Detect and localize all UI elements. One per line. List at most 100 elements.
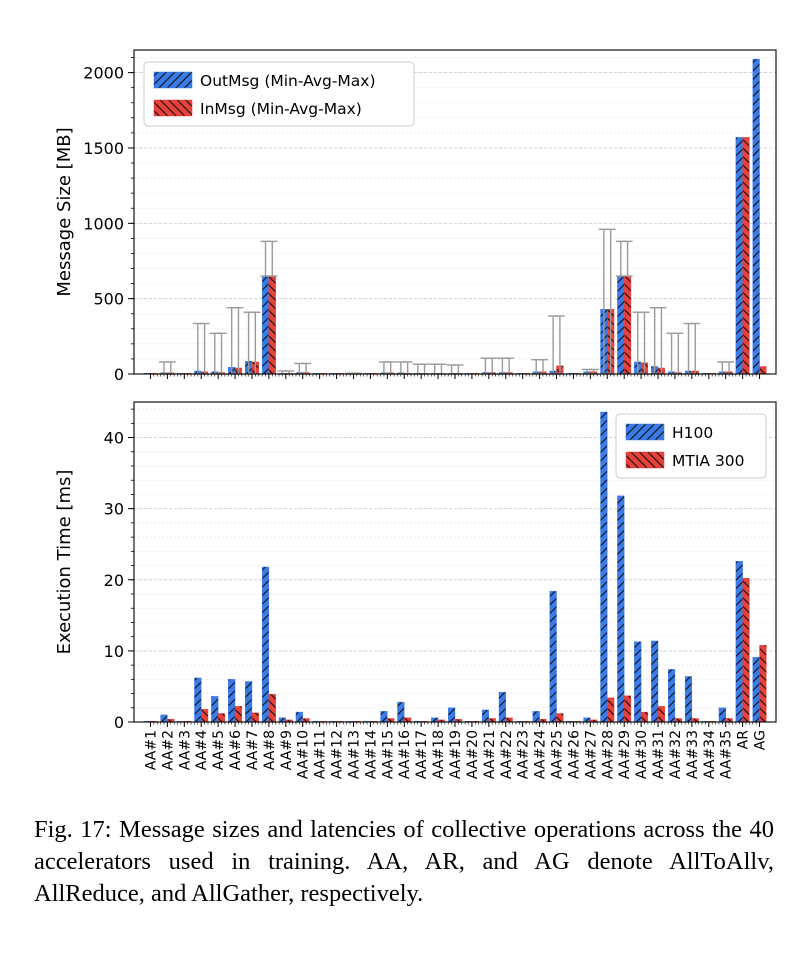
x-tick-label: AA#14 [363,730,379,779]
time-bar-b-AR [742,578,750,723]
legend-label: InMsg (Min-Avg-Max) [200,100,362,118]
message-size-chart: 0 500 1000 1500 2000 Message Size [MB] OutMsg … [54,49,777,384]
time-bar-a-AA#25 [549,590,557,723]
execution-time-chart: 0 10 20 30 40 Execution Time [ms] H100 MTIA 300 [54,401,777,732]
size-bar-a-AR [735,137,743,375]
y-tick-label: 30 [104,500,124,519]
size-bar-b-AA#29 [623,275,632,375]
time-bar-a-AA#15 [380,711,388,723]
time-bar-a-AA#24 [532,711,540,723]
x-tick-label: AA#3 [177,730,193,770]
y-tick-label: 0 [114,365,124,384]
time-bar-a-AA#7 [245,681,253,723]
y-tick-label: 40 [104,429,124,448]
caption-text: Message sizes and latencies of collectiv… [34,816,774,907]
x-tick-label: AA#30 [634,730,650,779]
x-tick-label: AG [753,730,769,750]
time-bar-a-AA#32 [667,669,676,723]
legend-swatch [625,451,665,469]
y-axis-label: Message Size [MB] [54,127,75,296]
time-bar-a-AA#30 [634,641,642,723]
time-bar-b-AA#5 [217,713,226,723]
caption-label: Fig. 17: [34,816,112,843]
time-bar-a-AA#4 [194,677,202,723]
time-bar-a-AA#35 [718,707,726,723]
time-bar-a-AG [752,657,760,723]
x-tick-label: AA#26 [566,730,582,779]
time-bar-a-AR [735,561,743,723]
time-bar-a-AA#33 [684,676,693,723]
legend-swatch [625,423,665,441]
time-bar-a-AA#21 [481,709,490,723]
x-tick-label: AA#25 [550,730,566,779]
plot-frame [133,49,777,375]
time-bar-a-AA#6 [228,679,236,723]
x-tick-label: AA#29 [617,730,633,779]
x-tick-label: AA#4 [194,730,210,770]
time-bar-a-AA#19 [448,707,456,723]
legend-swatch [153,71,193,89]
x-tick-label: AA#1 [143,730,159,770]
x-tick-label: AA#18 [431,730,447,779]
y-tick-label: 0 [114,713,124,732]
x-tick-label: AA#33 [685,730,701,779]
x-tick-label: AA#32 [668,730,684,779]
y-tick-label: 2000 [83,64,124,83]
x-tick-label: AA#13 [346,730,362,779]
x-tick-label: AA#20 [465,730,481,779]
x-tick-label: AA#15 [380,730,396,779]
time-bar-a-AA#31 [651,640,659,723]
y-tick-label: 20 [104,571,124,590]
x-tick-label: AA#21 [482,730,498,779]
size-bar-a-AA#29 [617,275,625,375]
x-tick-label: AA#22 [499,730,515,779]
time-bar-b-AG [759,645,767,723]
x-tick-label: AA#12 [330,730,346,779]
time-bar-a-AA#8 [261,566,270,723]
x-tick-label: AA#23 [516,730,532,779]
figure: 0 500 1000 1500 2000 Message Size [MB] OutMsg … [54,49,777,779]
size-bar-a-AG [752,58,760,375]
x-tick-label: AA#10 [296,730,312,779]
x-tick-label: AA#24 [533,730,549,779]
y-tick-label: 10 [104,642,124,661]
x-tick-label: AA#2 [160,730,176,770]
y-tick-label: 1500 [83,139,124,158]
time-bar-a-AA#16 [397,701,405,723]
time-bar-b-AA#8 [268,694,276,723]
x-tick-label: AA#34 [702,730,718,779]
size-bar-b-AR [742,137,750,375]
y-tick-label: 500 [93,290,124,309]
figure-caption: Fig. 17: Message sizes and latencies of … [34,814,774,910]
x-tick-label: AA#27 [583,730,599,779]
plot-frame [133,401,777,723]
x-tick-label: AA#5 [211,730,227,770]
y-tick-label: 1000 [83,214,124,233]
time-bar-a-AA#29 [617,495,625,723]
legend-box [143,61,415,127]
time-bar-b-AA#16 [404,717,412,723]
x-tick-label: AA#19 [448,730,464,779]
time-bar-b-AA#7 [251,712,259,723]
time-bar-a-AA#5 [211,696,219,723]
x-tick-label: AA#11 [313,730,329,779]
x-tick-label: AA#6 [228,730,244,770]
legend-swatch [153,99,193,117]
time-bar-b-AA#29 [623,695,632,723]
time-bar-a-AA#28 [600,411,608,723]
time-bar-b-AA#30 [640,711,649,723]
time-bar-b-AA#6 [234,706,243,723]
x-tick-label: AA#7 [245,730,261,770]
time-bar-b-AA#28 [607,697,615,723]
time-bar-a-AA#9 [278,717,287,723]
x-tick-label: AA#17 [414,730,430,779]
x-tick-labels: AA#1 AA#2 AA#3 AA#4 AA#5 AA#6 AA#7 AA#8 AA#9 AA#1… [143,730,768,779]
time-bar-a-AA#18 [431,717,439,723]
legend-label: MTIA 300 [672,452,745,470]
time-bar-a-AA#10 [295,711,303,723]
size-bar-b-AA#8 [268,275,276,375]
time-bar-b-AA#25 [556,713,564,723]
x-tick-label: AA#35 [719,730,735,779]
x-tick-label: AA#9 [279,730,295,770]
x-tick-label: AA#31 [651,730,667,779]
